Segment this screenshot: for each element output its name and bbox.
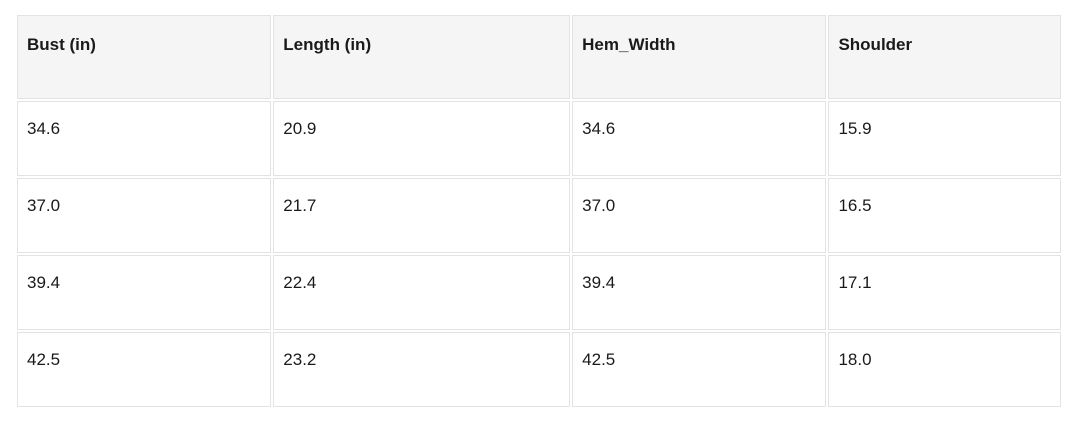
cell-hem-width: 42.5: [572, 332, 827, 407]
cell-hem-width: 37.0: [572, 178, 827, 253]
column-header-bust: Bust (in): [17, 15, 272, 99]
cell-hem-width: 34.6: [572, 101, 827, 176]
table-row: 34.6 20.9 34.6 15.9: [17, 101, 1061, 176]
column-header-length: Length (in): [273, 15, 571, 99]
cell-length: 20.9: [273, 101, 571, 176]
table-row: 37.0 21.7 37.0 16.5: [17, 178, 1061, 253]
cell-shoulder: 18.0: [828, 332, 1061, 407]
cell-bust: 34.6: [17, 101, 272, 176]
table-header-row: Bust (in) Length (in) Hem_Width Shoulder: [17, 15, 1061, 99]
column-header-hem-width: Hem_Width: [572, 15, 827, 99]
table-row: 39.4 22.4 39.4 17.1: [17, 255, 1061, 330]
cell-bust: 42.5: [17, 332, 272, 407]
cell-length: 23.2: [273, 332, 571, 407]
cell-length: 22.4: [273, 255, 571, 330]
cell-bust: 39.4: [17, 255, 272, 330]
size-chart-table: Bust (in) Length (in) Hem_Width Shoulder…: [15, 13, 1063, 409]
column-header-shoulder: Shoulder: [828, 15, 1061, 99]
cell-hem-width: 39.4: [572, 255, 827, 330]
cell-shoulder: 15.9: [828, 101, 1061, 176]
cell-bust: 37.0: [17, 178, 272, 253]
cell-shoulder: 17.1: [828, 255, 1061, 330]
table-row: 42.5 23.2 42.5 18.0: [17, 332, 1061, 407]
cell-shoulder: 16.5: [828, 178, 1061, 253]
cell-length: 21.7: [273, 178, 571, 253]
